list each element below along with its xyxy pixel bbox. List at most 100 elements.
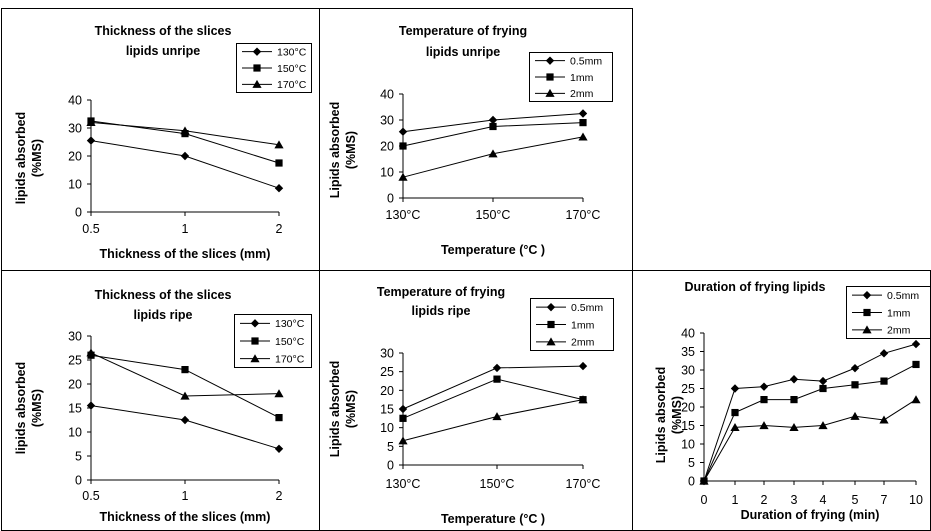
data-point [398,172,408,181]
data-point [399,142,407,150]
legend-label: 150°C [275,336,305,348]
legend: 130°C 150°C 170°C [236,43,312,93]
y-axis-label-line-2: (%MS) [670,396,684,434]
x-tick-label: 2 [276,222,283,236]
data-point [759,382,769,391]
data-point [911,339,921,349]
legend-item-0-5mm: 0.5mm [536,302,603,314]
chart-title-line-2: lipids ripe [411,304,470,318]
series-line [703,343,917,482]
data-point [578,132,588,141]
x-tick-label: 0.5 [82,222,99,236]
legend-item-1mm: 1mm [852,307,911,319]
x-tick-label: 170°C [566,208,601,222]
series-130-c [86,401,284,453]
y-tick-label: 10 [380,421,394,435]
series-130-c [86,136,284,193]
legend-label: 1mm [571,319,595,331]
data-point [399,414,407,422]
data-point [789,422,799,431]
chart-title-line-2: lipids ripe [133,308,192,322]
legend-label: 130°C [277,46,307,58]
legend-item-1mm: 1mm [536,319,595,331]
legend-marker [253,64,261,72]
x-tick-label: 7 [881,493,888,507]
data-point [730,422,740,431]
data-point [275,159,283,167]
legend-label: 0.5mm [887,290,919,302]
legend-label: 170°C [277,79,307,91]
data-point [180,151,190,161]
x-tick-label: 5 [852,493,859,507]
legend-marker [545,88,555,97]
legend-marker [863,308,871,317]
x-tick-label: 3 [791,493,798,507]
data-point [488,115,498,125]
series-2mm [398,395,588,445]
legend-marker [546,302,556,312]
y-tick-label: 15 [68,402,82,416]
legend-item-2mm: 2mm [536,337,595,349]
series-line [402,365,584,410]
y-tick-label: 5 [387,440,394,454]
legend-marker [862,325,872,334]
series-2mm [699,395,921,485]
data-point [275,414,283,422]
y-tick-label: 10 [681,438,695,452]
x-tick-label: 170°C [566,477,601,491]
legend-item-1mm: 1mm [535,72,594,84]
y-tick-label: 40 [380,88,394,102]
data-point [489,122,497,131]
y-tick-label: 0 [75,474,82,488]
legend-label: 0.5mm [570,55,602,67]
data-point [181,366,189,374]
y-tick-label: 5 [75,450,82,464]
y-tick-label: 20 [68,150,82,164]
legend-item-150-c: 150°C [242,63,307,75]
legend-marker [546,337,556,346]
legend-marker [547,320,555,329]
data-point [86,136,96,145]
legend: 0.5mm 1mm 2mm [530,298,614,351]
y-tick-label: 0 [387,192,394,206]
data-point [579,119,587,127]
series-170-c [86,118,284,149]
legend-item-0-5mm: 0.5mm [852,290,919,302]
chart-unripe-thickness: Thickness of the slices lipids unripe 0 10 2… [14,24,312,261]
data-point [759,421,769,430]
chart-title-line-2: lipids unripe [426,45,500,59]
data-point [818,376,828,386]
data-point [274,389,284,398]
chart-duration: Duration of frying lipids051015202530354… [654,280,931,522]
chart-title-line-1: Thickness of the slices [95,24,232,38]
data-point [851,381,859,389]
x-tick-label: 10 [909,493,923,507]
data-point [488,149,498,158]
chart-title-line-1: Thickness of the slices [95,288,232,302]
legend-marker [250,319,260,328]
data-point [180,391,190,400]
legend: 0.5mm 1mm 2mm [529,52,613,102]
data-point [760,396,768,404]
legend-item-2mm: 2mm [852,325,911,337]
series-line [402,378,584,419]
legend-label: 150°C [277,63,307,75]
series-0-5mm [699,339,921,486]
data-point [912,360,920,369]
data-point [493,375,501,383]
chart-title-line-2: lipids unripe [126,44,200,58]
y-tick-label: 15 [681,419,695,433]
data-point [180,415,190,425]
data-point [879,349,889,358]
legend: 0.5mm 1mm 2mm [846,286,931,339]
data-point [86,348,96,357]
y-tick-label: 20 [681,401,695,415]
y-axis-label-line-2: (%MS) [30,389,44,427]
legend-label: 2mm [571,337,595,349]
data-point [879,415,889,424]
y-axis-label-line-1: Lipids absorbed [328,361,342,458]
y-tick-label: 30 [380,347,394,361]
series-170-c [86,348,284,400]
series-0-5mm [398,361,588,414]
y-tick-label: 10 [68,426,82,440]
